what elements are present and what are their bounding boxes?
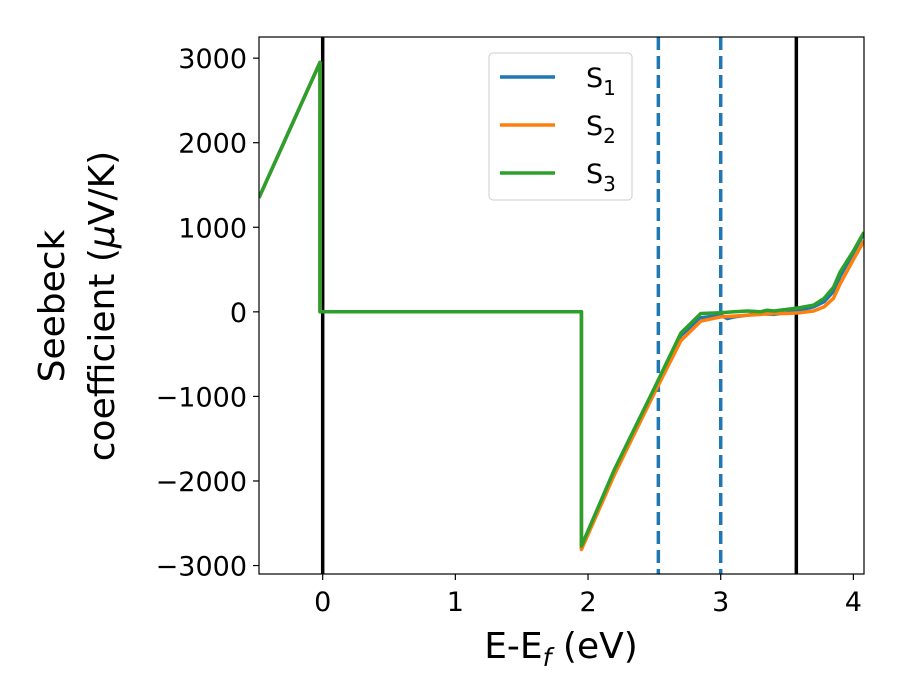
reference-lines	[320, 37, 799, 574]
y-tick-label: −2000	[156, 467, 247, 498]
y-tick-label: −1000	[156, 382, 247, 413]
y-tick-label: 0	[230, 298, 247, 329]
y-tick-label: 1000	[178, 213, 247, 244]
x-axis-label-unit: (eV)	[551, 626, 637, 667]
x-tick-label: 2	[579, 587, 596, 618]
legend-label-s2: S2	[586, 111, 616, 148]
legend: S1 S2 S3	[488, 52, 633, 201]
x-tick-label: 3	[712, 587, 729, 618]
series-lines	[259, 60, 864, 552]
y-tick-label: 3000	[178, 44, 247, 75]
y-axis-label-prefix: coefficient (	[82, 248, 123, 461]
plot-frame	[258, 36, 865, 575]
x-axis-ticks: 0 1 2 3 4	[314, 574, 862, 618]
x-axis-label: E-Ef (eV)	[484, 626, 638, 672]
y-axis-label: Seebeck coefficient (μV/K)	[32, 151, 123, 461]
legend-box	[488, 52, 633, 201]
y-axis-label-suffix: V/K)	[82, 151, 123, 225]
series-line-s3	[259, 60, 864, 548]
y-axis-ticks: −3000 −2000 −1000 0 1000 2000 3000	[156, 44, 259, 583]
x-tick-label: 1	[447, 587, 464, 618]
y-tick-label: 2000	[178, 129, 247, 160]
y-axis-label-mu: μ	[82, 225, 123, 249]
legend-label-s1: S1	[586, 63, 616, 100]
y-tick-label: −3000	[156, 552, 247, 583]
x-tick-label: 0	[314, 587, 331, 618]
legend-label-s3: S3	[586, 159, 616, 196]
x-tick-label: 4	[845, 587, 862, 618]
y-axis-label-line2: coefficient (μV/K)	[82, 151, 123, 461]
x-axis-label-main: E-E	[484, 626, 542, 667]
y-axis-label-line1: Seebeck	[32, 229, 73, 382]
